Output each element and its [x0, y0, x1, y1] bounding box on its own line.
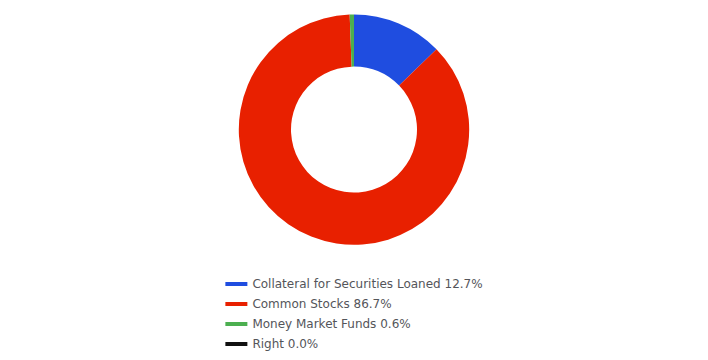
svg-text:Right 0.0%: Right 0.0% [252, 337, 318, 351]
svg-text:Money Market Funds 0.6%: Money Market Funds 0.6% [252, 317, 410, 331]
svg-text:Common Stocks 86.7%: Common Stocks 86.7% [252, 297, 391, 311]
svg-text:Collateral for Securities Loan: Collateral for Securities Loaned 12.7% [252, 277, 482, 291]
